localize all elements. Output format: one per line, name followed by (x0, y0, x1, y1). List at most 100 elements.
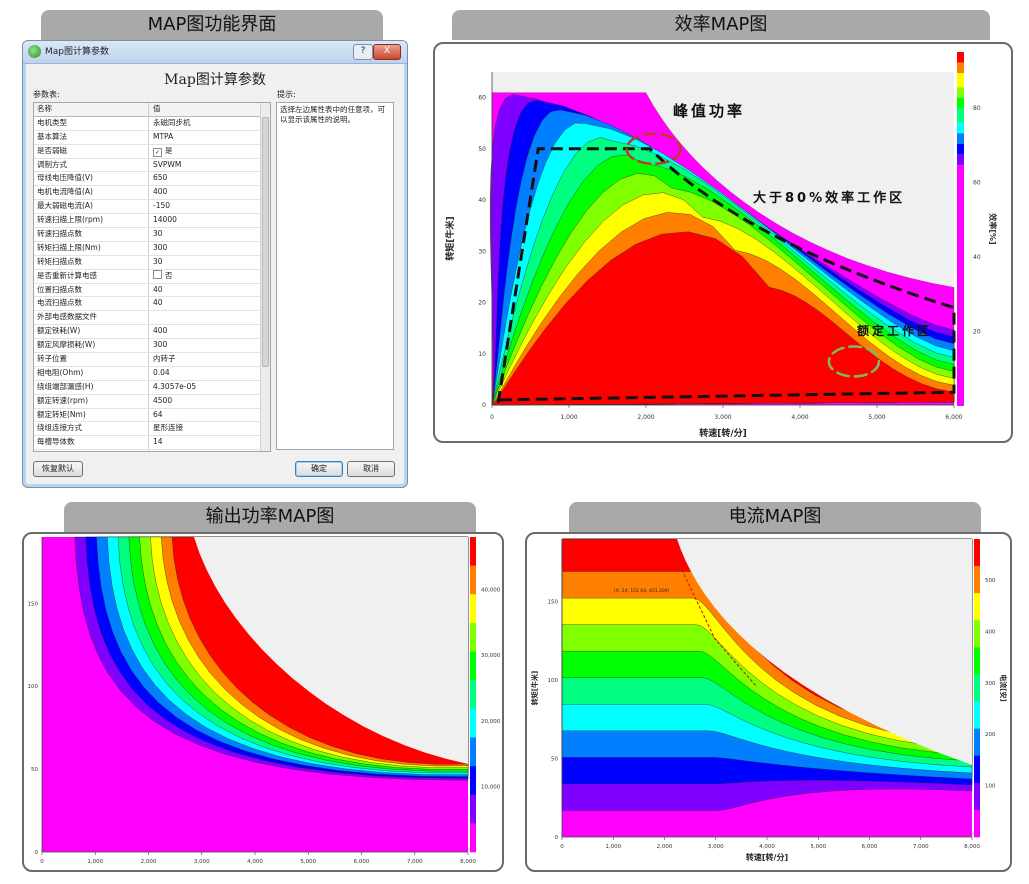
column-header-name[interactable]: 名称 (34, 103, 149, 116)
param-value[interactable]: 40 (153, 298, 163, 308)
param-value[interactable]: 0.04 (153, 367, 170, 377)
colorbar-segment (470, 651, 476, 681)
param-value[interactable]: 40 (153, 284, 163, 294)
outside-region (646, 72, 954, 288)
table-row[interactable]: 每槽导体数 14 (34, 436, 270, 451)
param-name: 调制方式 (34, 158, 149, 172)
param-value[interactable]: 30 (153, 256, 163, 266)
table-row[interactable]: 绕组连接方式 星形连接 (34, 422, 270, 437)
peak-power-annotation: 峰值功率 (673, 102, 745, 120)
param-name: 转矩扫描上限(Nm) (34, 241, 149, 255)
param-value[interactable]: 14 (153, 437, 163, 447)
colorbar-segment (957, 73, 964, 88)
scrollbar-thumb[interactable] (262, 117, 269, 367)
current-map-panel: 0 1,000 2,000 3,000 4,000 5,000 6,000 7,000 8,00… (525, 532, 1012, 872)
param-name: 额定转速(rpm) (34, 394, 149, 408)
param-value[interactable]: 4500 (153, 395, 173, 405)
outside-region (194, 537, 468, 764)
cancel-button[interactable]: 取消 (347, 461, 395, 477)
table-row[interactable]: 额定风摩损耗(W) 300 (34, 339, 270, 354)
x-tick-label: 7,000 (407, 859, 423, 865)
current-limit-line (668, 542, 758, 688)
table-row[interactable]: 是否重新计算电感 否 (34, 269, 270, 284)
param-value[interactable]: 650 (153, 173, 168, 183)
param-value[interactable]: -150 (153, 201, 171, 211)
table-row[interactable]: 母线电压降值(V) 650 (34, 172, 270, 187)
x-tick-label: 8,000 (964, 844, 980, 850)
table-row[interactable]: 转子位置 内转子 (34, 353, 270, 367)
table-row[interactable]: 转速扫描点数 30 (34, 228, 270, 242)
colorbar-segment (974, 647, 980, 675)
column-header-value[interactable]: 值 (153, 104, 161, 113)
table-row[interactable]: 位置扫描点数 40 (34, 283, 270, 298)
param-value[interactable]: ✓ 是 (149, 145, 270, 158)
table-row[interactable]: 是否弱磁 ✓ 是 (34, 144, 270, 159)
close-icon[interactable]: X (373, 44, 401, 60)
param-value[interactable]: 30 (153, 229, 163, 239)
param-value[interactable]: 400 (153, 326, 168, 336)
help-icon[interactable]: ? (353, 44, 373, 60)
reset-defaults-button[interactable]: 恢复默认 (33, 461, 83, 477)
y-tick-label: 100 (548, 678, 559, 684)
grid-scrollbar[interactable] (260, 103, 270, 451)
param-value[interactable]: 300 (153, 242, 168, 252)
param-value[interactable]: 14000 (153, 215, 177, 225)
table-row[interactable]: 绕组端部漏感(H) 4.3057e-05 (34, 380, 270, 395)
param-value[interactable]: 4.3057e-05 (153, 381, 197, 391)
table-row[interactable]: 转速扫描上限(rpm) 14000 (34, 214, 270, 229)
colorbar-tick-label: 10,000 (481, 784, 501, 790)
colorbar-segment (470, 680, 476, 710)
table-row[interactable]: 相电阻(Ohm) 0.04 (34, 366, 270, 381)
colorbar-segment (470, 737, 476, 767)
param-value[interactable]: 2 (149, 450, 270, 451)
table-row[interactable]: 转矩扫描上限(Nm) 300 (34, 241, 270, 256)
param-value[interactable]: 星形连接 (153, 423, 183, 433)
table-row[interactable]: 基本算法 MTPA (34, 130, 270, 145)
table-row[interactable]: 电流扫描点数 40 (34, 297, 270, 312)
param-value[interactable]: 400 (153, 187, 168, 197)
colorbar-tick-label: 300 (985, 681, 996, 687)
hint-box: 选择左边属性表中的任意项，可以显示该属性的说明。 (276, 102, 394, 450)
param-value[interactable]: MTPA (153, 131, 174, 141)
table-row[interactable]: 转矩扫描点数 30 (34, 255, 270, 270)
table-row[interactable]: 最大弱磁电流(A) -150 (34, 200, 270, 215)
colorbar-segment (974, 566, 980, 594)
table-row[interactable]: 外部电感数据文件 (34, 311, 270, 326)
x-tick-label: 3,000 (194, 859, 210, 865)
y-axis-label: 转矩[牛米] (530, 671, 539, 705)
param-name: 转子位置 (34, 353, 149, 366)
param-value[interactable]: 300 (153, 340, 168, 350)
power-map-chart: 0 1,000 2,000 3,000 4,000 5,000 6,000 7,000 8,00… (28, 536, 501, 865)
checkbox-icon[interactable]: ✓ (153, 147, 162, 157)
param-value[interactable]: 64 (153, 409, 163, 419)
y-tick-label: 10 (478, 351, 486, 358)
colorbar-tick-label: 100 (985, 784, 996, 790)
table-row[interactable]: 额定转速(rpm) 4500 (34, 394, 270, 409)
param-name: 电流扫描点数 (34, 297, 149, 311)
table-row[interactable]: 并联支路数2 (34, 450, 270, 451)
x-tick-label: 5,000 (300, 859, 316, 865)
param-value[interactable]: 否 (149, 269, 270, 283)
param-value[interactable]: 永磁同步机 (153, 117, 191, 127)
efficiency-band (491, 231, 955, 406)
colorbar-segment (470, 766, 476, 796)
table-row[interactable]: 电机类型 永磁同步机 (34, 116, 270, 131)
table-row[interactable]: 电机电流降值(A) 400 (34, 186, 270, 201)
ok-button[interactable]: 确定 (295, 461, 343, 477)
dialog-titlebar[interactable]: Map图计算参数 ? X (23, 41, 407, 64)
param-value[interactable]: 内转子 (153, 354, 176, 364)
param-value[interactable] (149, 311, 270, 324)
param-value[interactable]: SVPWM (153, 159, 182, 169)
checkbox-icon[interactable] (153, 269, 162, 279)
x-tick-label: 2,000 (637, 414, 654, 421)
x-tick-label: 1,000 (87, 859, 103, 865)
colorbar-tick-label: 200 (985, 732, 996, 738)
table-row[interactable]: 额定铁耗(W) 400 (34, 325, 270, 340)
efficiency-map-title: 效率MAP图 (452, 10, 990, 40)
table-row[interactable]: 额定转矩(Nm) 64 (34, 408, 270, 423)
colorbar-tick-label: 30,000 (481, 653, 501, 659)
app-icon (28, 45, 41, 58)
param-name: 绕组端部漏感(H) (34, 380, 149, 394)
table-row[interactable]: 调制方式 SVPWM (34, 158, 270, 173)
y-tick-label: 50 (31, 767, 38, 773)
